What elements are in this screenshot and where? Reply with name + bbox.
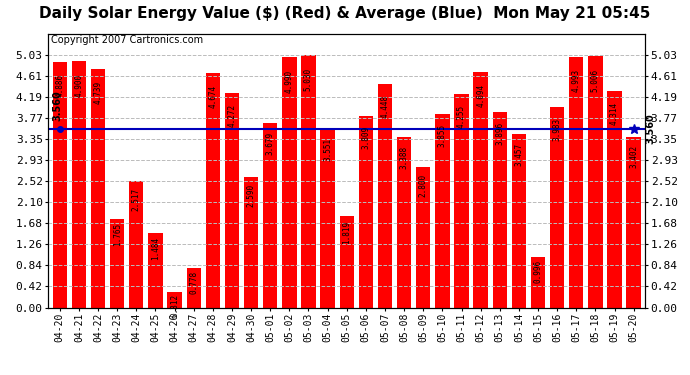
Bar — [72, 62, 86, 308]
Text: 4.255: 4.255 — [457, 105, 466, 128]
Bar — [52, 62, 67, 308]
Bar — [168, 292, 181, 308]
Bar — [607, 91, 622, 308]
Text: 3.402: 3.402 — [629, 145, 638, 168]
Text: 1.484: 1.484 — [151, 237, 160, 260]
Bar — [589, 56, 602, 308]
Bar — [129, 181, 144, 308]
Text: Copyright 2007 Cartronics.com: Copyright 2007 Cartronics.com — [51, 35, 204, 45]
Text: 1.765: 1.765 — [112, 223, 121, 246]
Text: 4.674: 4.674 — [208, 84, 217, 108]
Bar — [206, 73, 220, 308]
Bar — [320, 129, 335, 308]
Text: 4.448: 4.448 — [380, 95, 389, 118]
Text: 2.590: 2.590 — [246, 184, 255, 207]
Text: 3.809: 3.809 — [362, 126, 371, 149]
Bar — [493, 112, 507, 308]
Bar — [186, 268, 201, 308]
Bar — [359, 116, 373, 308]
Bar — [531, 258, 545, 307]
Text: 5.030: 5.030 — [304, 68, 313, 91]
Text: 4.272: 4.272 — [228, 104, 237, 127]
Text: 5.006: 5.006 — [591, 69, 600, 92]
Bar — [339, 216, 354, 308]
Text: 3.983: 3.983 — [553, 117, 562, 141]
Text: 3.896: 3.896 — [495, 122, 504, 145]
Text: 4.990: 4.990 — [285, 69, 294, 93]
Text: 3.855: 3.855 — [438, 123, 447, 147]
Text: 3.388: 3.388 — [400, 146, 408, 169]
Bar — [91, 69, 105, 308]
Bar — [378, 84, 392, 308]
Text: 1.819: 1.819 — [342, 221, 351, 244]
Text: Daily Solar Energy Value ($) (Red) & Average (Blue)  Mon May 21 05:45: Daily Solar Energy Value ($) (Red) & Ave… — [39, 6, 651, 21]
Text: 4.886: 4.886 — [55, 74, 64, 98]
Bar — [435, 114, 450, 308]
Bar — [550, 107, 564, 308]
Text: 2.517: 2.517 — [132, 188, 141, 210]
Bar — [473, 72, 488, 308]
Bar — [454, 94, 469, 308]
Bar — [627, 136, 641, 308]
Text: 3.551: 3.551 — [323, 138, 332, 161]
Text: 0.996: 0.996 — [533, 260, 542, 283]
Text: 4.900: 4.900 — [75, 74, 83, 97]
Text: 4.739: 4.739 — [94, 81, 103, 105]
Text: 4.314: 4.314 — [610, 102, 619, 125]
Text: 3.457: 3.457 — [514, 142, 524, 166]
Text: 0.312: 0.312 — [170, 294, 179, 318]
Bar — [302, 55, 315, 308]
Bar — [282, 57, 297, 308]
Text: 0.778: 0.778 — [189, 271, 198, 294]
Bar — [110, 219, 124, 308]
Text: 2.800: 2.800 — [419, 174, 428, 197]
Text: 3.679: 3.679 — [266, 132, 275, 155]
Bar — [244, 177, 258, 308]
Bar — [263, 123, 277, 308]
Text: 4.694: 4.694 — [476, 84, 485, 106]
Text: 3.560: 3.560 — [53, 90, 63, 121]
Bar — [397, 137, 411, 308]
Bar — [148, 233, 163, 308]
Text: 3.560: 3.560 — [645, 113, 655, 144]
Bar — [569, 57, 584, 308]
Bar — [512, 134, 526, 308]
Bar — [416, 167, 431, 308]
Text: 4.993: 4.993 — [572, 69, 581, 92]
Bar — [225, 93, 239, 308]
